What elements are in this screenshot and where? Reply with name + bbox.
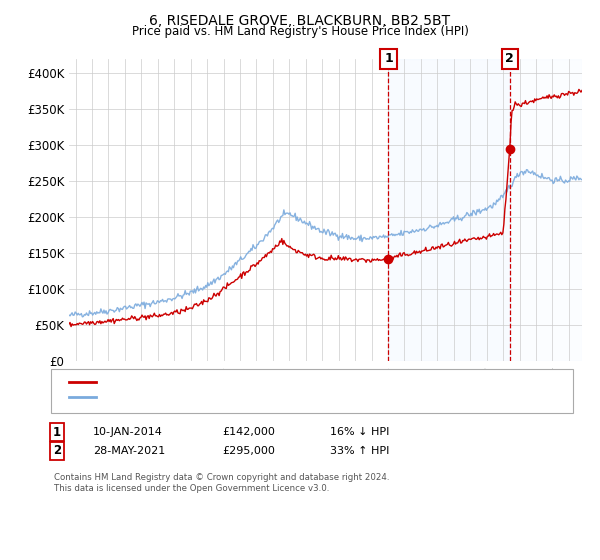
Text: 28-MAY-2021: 28-MAY-2021 <box>93 446 165 456</box>
Text: 1: 1 <box>384 52 393 66</box>
Text: HPI: Average price, detached house, Blackburn with Darwen: HPI: Average price, detached house, Blac… <box>101 392 415 402</box>
Text: 1: 1 <box>53 426 61 439</box>
Text: Price paid vs. HM Land Registry's House Price Index (HPI): Price paid vs. HM Land Registry's House … <box>131 25 469 38</box>
Bar <box>510 59 582 361</box>
Bar <box>388 59 510 361</box>
Text: 2: 2 <box>53 444 61 458</box>
Text: Contains HM Land Registry data © Crown copyright and database right 2024.
This d: Contains HM Land Registry data © Crown c… <box>54 473 389 493</box>
Text: 33% ↑ HPI: 33% ↑ HPI <box>330 446 389 456</box>
Text: 6, RISEDALE GROVE, BLACKBURN, BB2 5BT: 6, RISEDALE GROVE, BLACKBURN, BB2 5BT <box>149 14 451 28</box>
Text: 6, RISEDALE GROVE, BLACKBURN, BB2 5BT (detached house): 6, RISEDALE GROVE, BLACKBURN, BB2 5BT (d… <box>101 377 421 387</box>
Text: £295,000: £295,000 <box>222 446 275 456</box>
Text: 2: 2 <box>505 52 514 66</box>
Text: £142,000: £142,000 <box>222 427 275 437</box>
Text: 10-JAN-2014: 10-JAN-2014 <box>93 427 163 437</box>
Text: 16% ↓ HPI: 16% ↓ HPI <box>330 427 389 437</box>
